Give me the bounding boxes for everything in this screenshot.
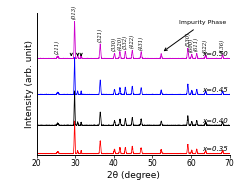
Text: x=0.45: x=0.45 [202, 87, 228, 93]
Text: (330): (330) [112, 37, 117, 51]
X-axis label: 2θ (degree): 2θ (degree) [107, 171, 160, 180]
Y-axis label: Intensity (arb. unit): Intensity (arb. unit) [25, 40, 34, 128]
Text: (530): (530) [185, 32, 191, 46]
Text: x=0.50: x=0.50 [202, 51, 228, 57]
Text: (136): (136) [220, 39, 225, 53]
Text: (611): (611) [194, 37, 199, 51]
Text: (013): (013) [72, 5, 77, 19]
Text: x=0.40: x=0.40 [202, 118, 228, 124]
Text: (420): (420) [117, 36, 122, 50]
Text: (422): (422) [130, 34, 135, 48]
Text: (622): (622) [203, 39, 208, 53]
Text: (332): (332) [123, 35, 128, 49]
Text: (431): (431) [138, 36, 144, 50]
Text: (321): (321) [98, 28, 103, 42]
Text: x=0.35: x=0.35 [202, 146, 228, 152]
Text: (211): (211) [55, 40, 60, 54]
Text: (600): (600) [189, 38, 194, 52]
Text: Impurity Phase: Impurity Phase [164, 20, 227, 51]
